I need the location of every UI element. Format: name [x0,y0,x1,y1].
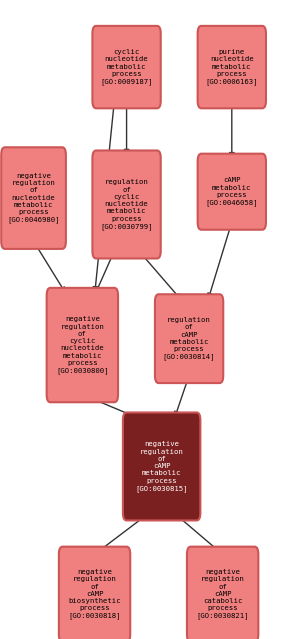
FancyBboxPatch shape [1,148,66,249]
FancyBboxPatch shape [92,26,161,108]
Text: negative
regulation
of
cyclic
nucleotide
metabolic
process
[GO:0030800]: negative regulation of cyclic nucleotide… [56,316,109,374]
Text: cAMP
metabolic
process
[GO:0046058]: cAMP metabolic process [GO:0046058] [206,178,258,206]
Text: purine
nucleotide
metabolic
process
[GO:0006163]: purine nucleotide metabolic process [GO:… [206,49,258,85]
Text: negative
regulation
of
cAMP
metabolic
process
[GO:0030815]: negative regulation of cAMP metabolic pr… [135,442,188,491]
FancyBboxPatch shape [47,288,118,403]
Text: regulation
of
cAMP
metabolic
process
[GO:0030814]: regulation of cAMP metabolic process [GO… [163,317,215,360]
FancyBboxPatch shape [198,154,266,230]
FancyBboxPatch shape [123,413,200,520]
FancyBboxPatch shape [92,151,161,258]
Text: negative
regulation
of
cAMP
biosynthetic
process
[GO:0030818]: negative regulation of cAMP biosynthetic… [68,569,121,619]
Text: regulation
of
cyclic
nucleotide
metabolic
process
[GO:0030799]: regulation of cyclic nucleotide metaboli… [100,180,153,229]
FancyBboxPatch shape [187,547,258,639]
FancyBboxPatch shape [59,547,130,639]
Text: negative
regulation
of
nucleotide
metabolic
process
[GO:0046980]: negative regulation of nucleotide metabo… [7,173,60,223]
Text: cyclic
nucleotide
metabolic
process
[GO:0009187]: cyclic nucleotide metabolic process [GO:… [100,49,153,85]
FancyBboxPatch shape [155,294,223,383]
FancyBboxPatch shape [198,26,266,108]
Text: negative
regulation
of
cAMP
catabolic
process
[GO:0030821]: negative regulation of cAMP catabolic pr… [196,569,249,619]
